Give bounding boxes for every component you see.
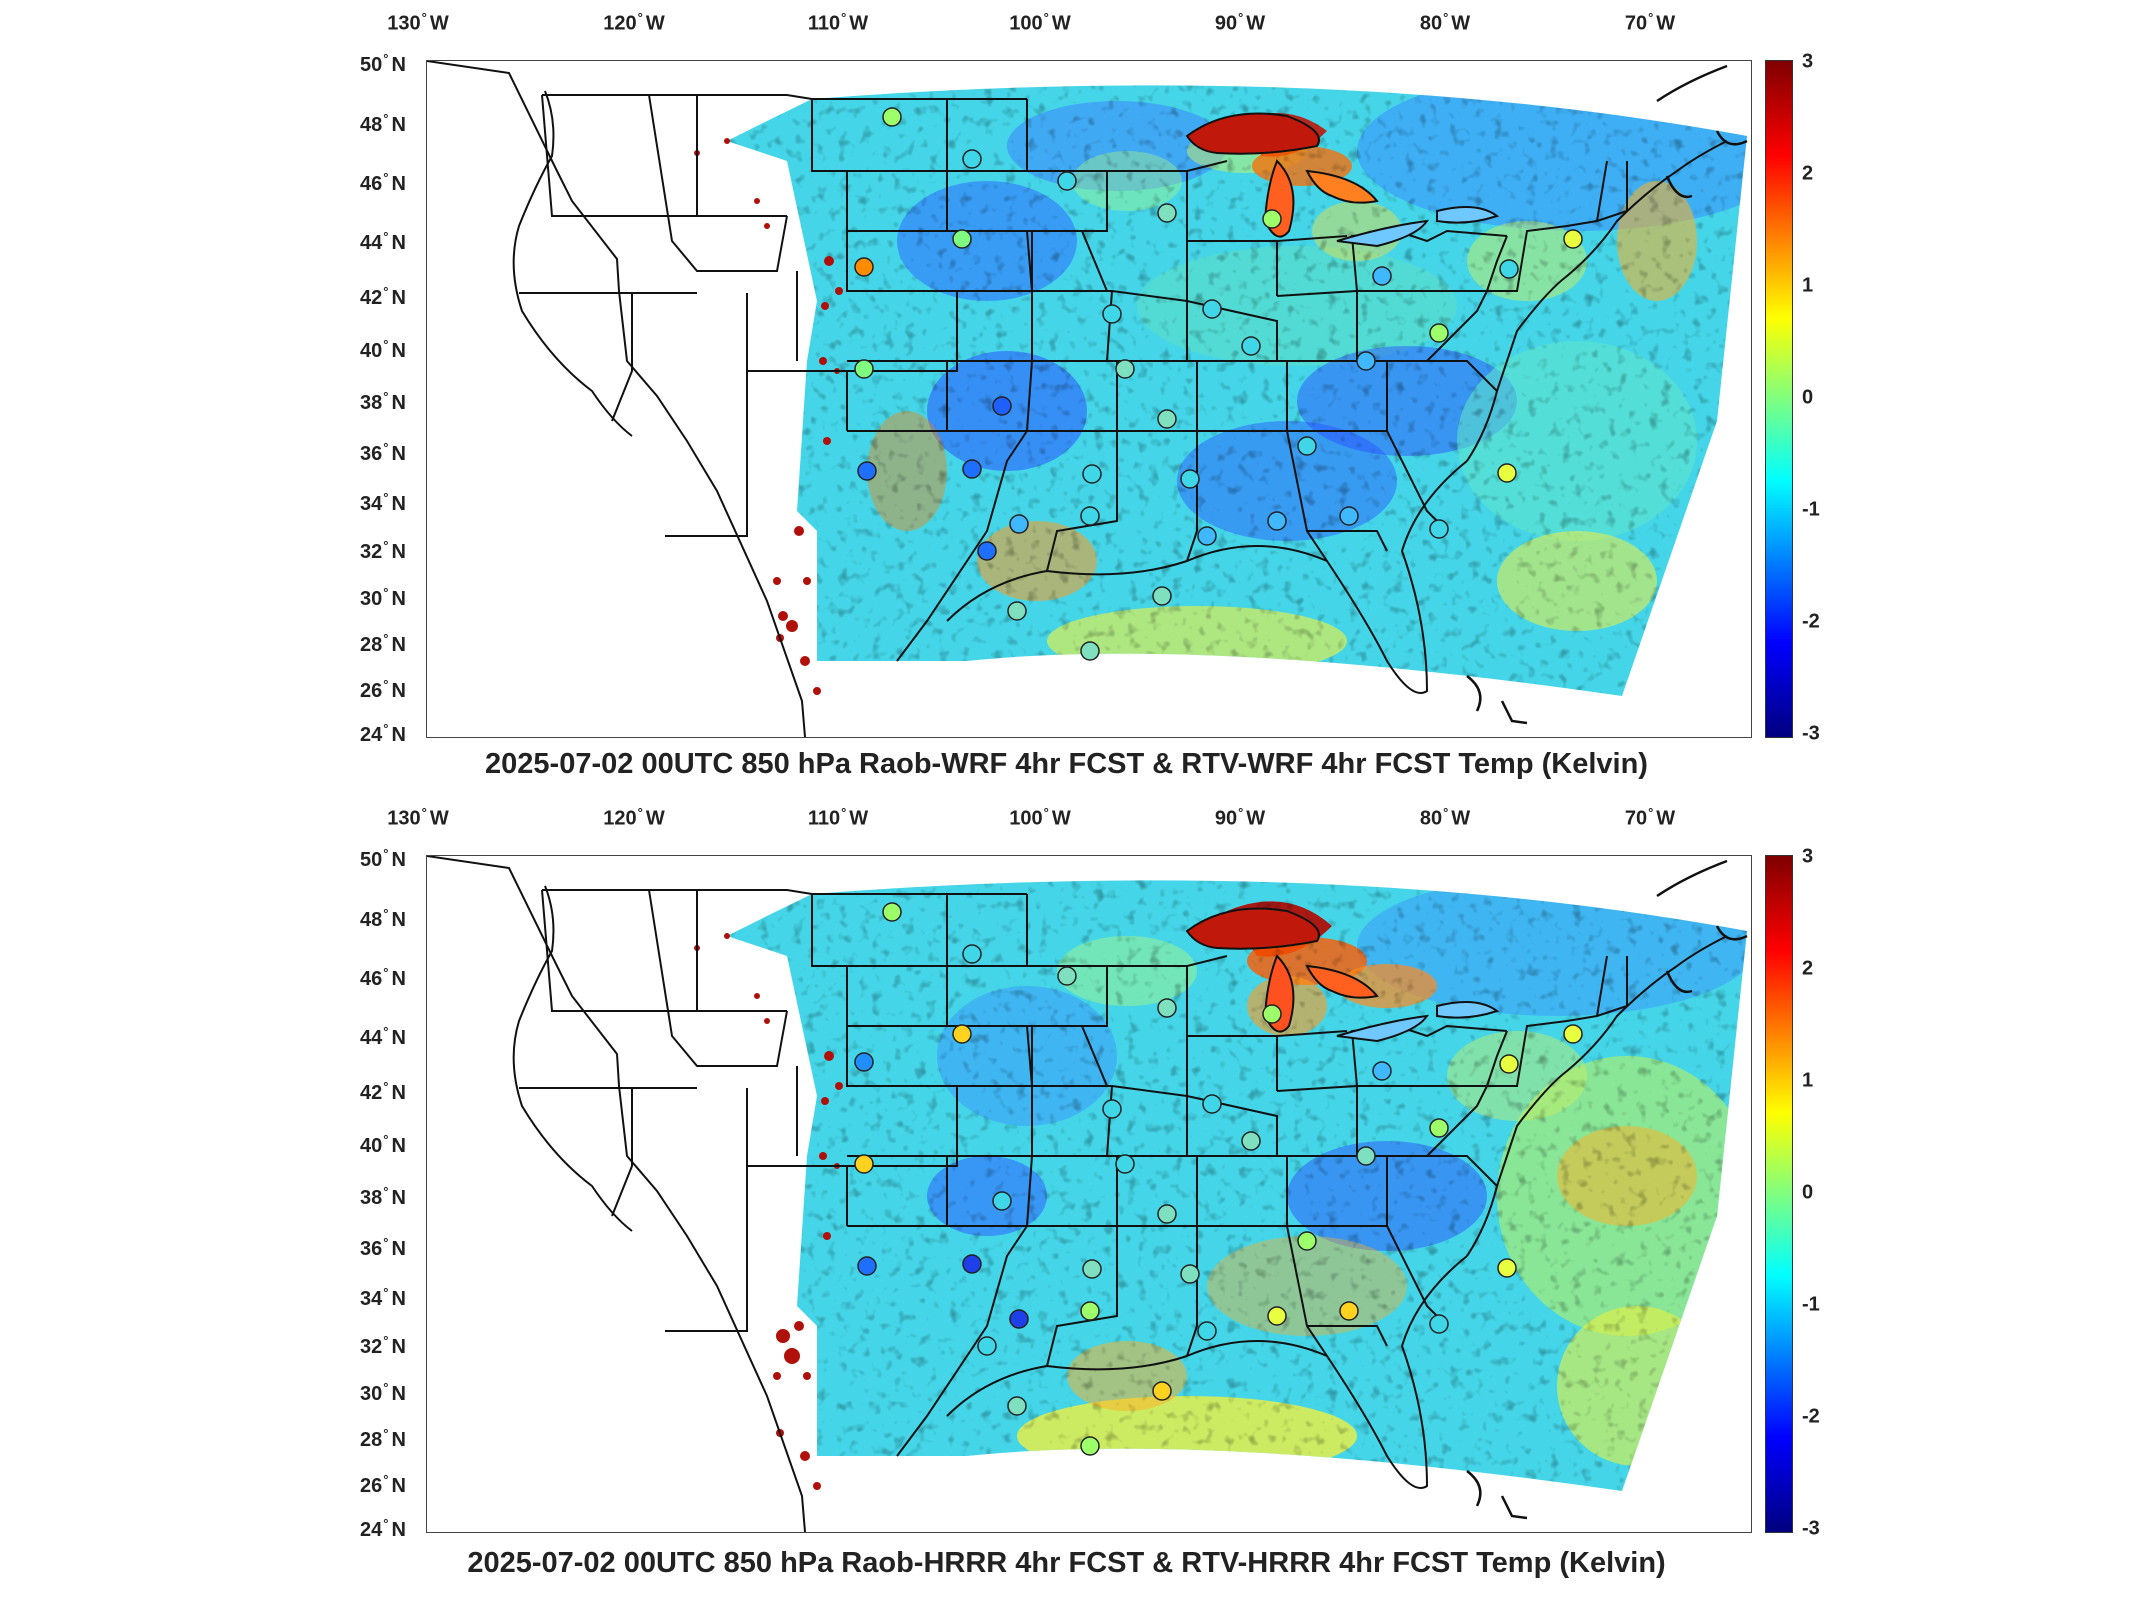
lat-label: 40° N [360, 1132, 406, 1157]
lat-label: 48° N [360, 906, 406, 931]
colorbar-tick-label: -2 [1802, 1405, 1820, 1428]
lon-label: 130° W [387, 805, 449, 830]
lat-label: 42° N [360, 284, 406, 309]
anomaly-field [727, 880, 1747, 1492]
colorbar-tick-label: 3 [1802, 50, 1814, 73]
lat-label: 26° N [360, 1472, 406, 1497]
state-borders [427, 856, 1728, 1532]
lat-label: 48° N [360, 111, 406, 136]
colorbar-tick-label: 1 [1802, 274, 1814, 297]
map-area [426, 855, 1752, 1533]
lat-label: 30° N [360, 585, 406, 610]
mountain-west-red-speckle [694, 138, 843, 695]
colorbar-tick-label: 1 [1802, 1069, 1814, 1092]
map-panel-raob-wrf: 130° W 120° W 110° W 100° W 90° W 80° W 70° W 5… [0, 0, 2133, 795]
map-canvas [427, 61, 1748, 737]
lon-label: 110° W [807, 805, 869, 830]
lon-label: 90° W [1214, 10, 1266, 35]
map-canvas [427, 856, 1748, 1532]
raob-stations [854, 107, 1583, 661]
map-panel-raob-hrrr: 130° W 120° W 110° W 100° W 90° W 80° W 70° W 5… [0, 795, 2133, 1600]
lon-label: 130° W [387, 10, 449, 35]
lon-label: 100° W [1009, 805, 1071, 830]
lat-label: 34° N [360, 490, 406, 515]
lon-label: 80° W [1419, 10, 1471, 35]
map-area [426, 60, 1752, 738]
lat-label: 38° N [360, 389, 406, 414]
lat-label: 28° N [360, 1426, 406, 1451]
lat-label: 50° N [360, 846, 406, 871]
coastline-extras [1466, 64, 1748, 725]
colorbar [1765, 60, 1793, 738]
lat-label: 26° N [360, 677, 406, 702]
lat-label: 36° N [360, 1235, 406, 1260]
lat-label: 50° N [360, 51, 406, 76]
map-title: 2025-07-02 00UTC 850 hPa Raob-HRRR 4hr F… [467, 1547, 1666, 1579]
raob-stations [854, 902, 1583, 1456]
mountain-west-red-speckle [694, 933, 843, 1490]
lat-label: 40° N [360, 337, 406, 362]
colorbar-tick-label: -1 [1802, 498, 1820, 521]
colorbar-tick-label: -2 [1802, 610, 1820, 633]
colorbar-tick-label: 3 [1802, 845, 1814, 868]
colorbar-tick-label: 0 [1802, 386, 1814, 409]
state-borders [427, 61, 1728, 737]
lat-label: 44° N [360, 1024, 406, 1049]
lat-label: 34° N [360, 1285, 406, 1310]
lat-label: 46° N [360, 170, 406, 195]
lon-label: 110° W [807, 10, 869, 35]
lat-label: 42° N [360, 1079, 406, 1104]
colorbar-tick-label: -3 [1802, 722, 1820, 745]
anomaly-field [727, 85, 1747, 697]
lat-label: 38° N [360, 1184, 406, 1209]
lat-label: 24° N [360, 721, 406, 746]
colorbar-tick-label: -1 [1802, 1293, 1820, 1316]
lat-label: 44° N [360, 229, 406, 254]
lat-label: 30° N [360, 1380, 406, 1405]
lat-label: 28° N [360, 631, 406, 656]
lon-label: 120° W [603, 10, 665, 35]
colorbar-tick-label: -3 [1802, 1517, 1820, 1540]
colorbar [1765, 855, 1793, 1533]
lon-label: 80° W [1419, 805, 1471, 830]
lon-label: 120° W [603, 805, 665, 830]
lat-label: 46° N [360, 965, 406, 990]
lon-label: 100° W [1009, 10, 1071, 35]
colorbar-tick-label: 0 [1802, 1181, 1814, 1204]
map-title: 2025-07-02 00UTC 850 hPa Raob-WRF 4hr FC… [485, 748, 1648, 780]
lat-label: 32° N [360, 1333, 406, 1358]
lon-label: 70° W [1624, 10, 1676, 35]
coastline-extras [1466, 859, 1748, 1520]
lon-label: 90° W [1214, 805, 1266, 830]
lat-label: 32° N [360, 538, 406, 563]
great-lakes [1185, 907, 1500, 1043]
lat-label: 36° N [360, 440, 406, 465]
lat-label: 24° N [360, 1516, 406, 1541]
colorbar-tick-label: 2 [1802, 162, 1814, 185]
colorbar-tick-label: 2 [1802, 957, 1814, 980]
lon-label: 70° W [1624, 805, 1676, 830]
